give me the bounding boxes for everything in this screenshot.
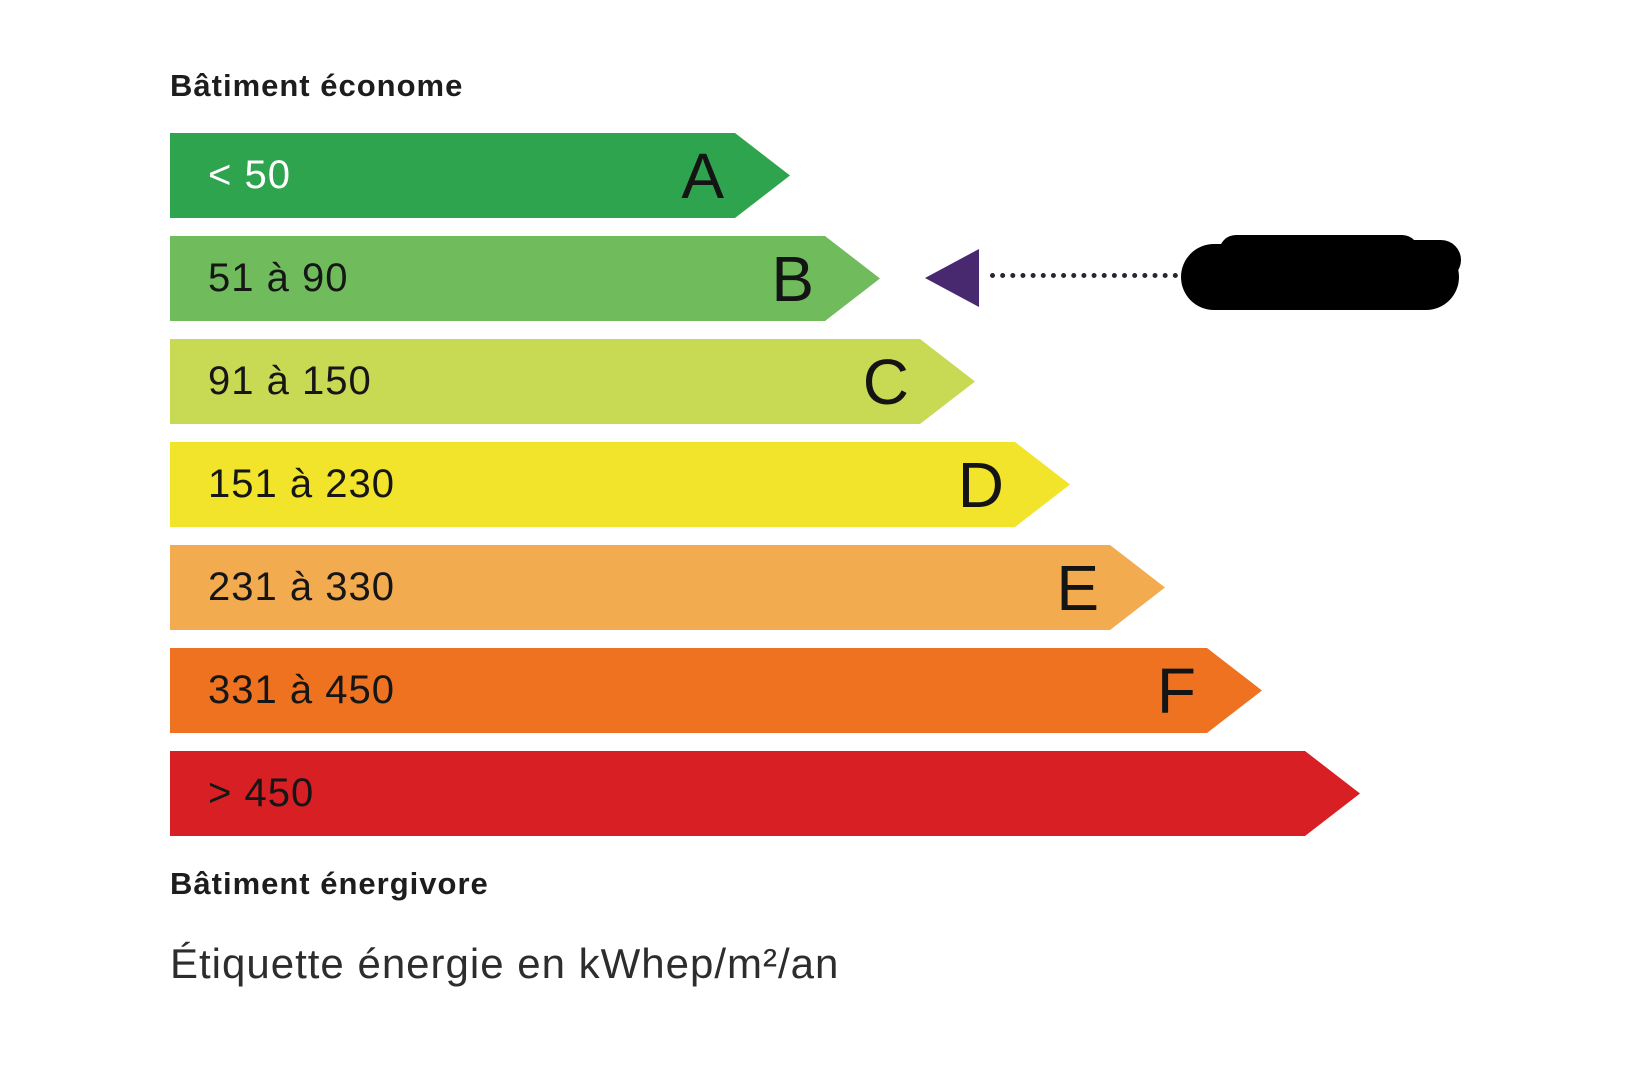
class-letter: E — [1056, 551, 1099, 624]
energy-class-bar-a: < 50 A — [170, 133, 790, 218]
class-range: 231 à 330 — [208, 565, 395, 609]
class-range: > 450 — [208, 771, 315, 815]
energy-class-bar-c: 91 à 150 C — [170, 339, 975, 424]
class-letter: D — [957, 448, 1004, 521]
class-letter: F — [1156, 654, 1196, 727]
energy-class-ladder: < 50 A 51 à 90 B 91 à 150 C 151 à 230 D … — [170, 133, 1360, 854]
energy-class-bar-b: 51 à 90 B — [170, 236, 880, 321]
energy-class-bar-e: 231 à 330 E — [170, 545, 1165, 630]
redacted-value-blob — [1181, 235, 1461, 310]
dotted-connector-line — [990, 273, 1178, 278]
class-letter: A — [681, 139, 724, 212]
energy-intensive-building-label: Bâtiment énergivore — [170, 866, 489, 901]
energy-class-bar-f: 331 à 450 F — [170, 648, 1262, 733]
energy-class-bar-d: 151 à 230 D — [170, 442, 1070, 527]
class-range: < 50 — [208, 153, 291, 197]
class-range: 91 à 150 — [208, 359, 372, 403]
class-range: 331 à 450 — [208, 668, 395, 712]
economical-building-label: Bâtiment économe — [170, 68, 464, 103]
class-letter: C — [862, 345, 909, 418]
class-letter: B — [771, 242, 814, 315]
chart-caption: Étiquette énergie en kWhep/m²/an — [170, 940, 840, 987]
class-range: 151 à 230 — [208, 462, 395, 506]
energy-class-bar-g: > 450 G — [170, 751, 1360, 836]
class-range: 51 à 90 — [208, 256, 349, 300]
